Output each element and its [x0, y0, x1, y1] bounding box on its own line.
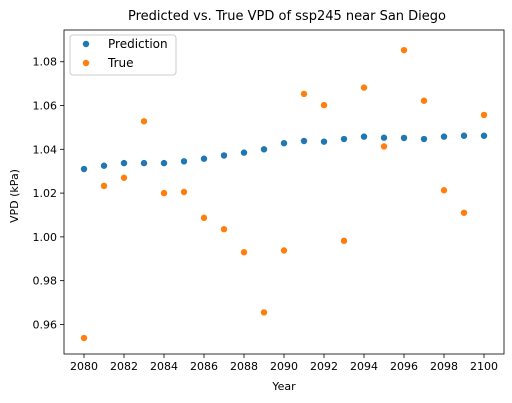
x-tick-label: 2088 [230, 360, 258, 373]
prediction-point [360, 133, 368, 140]
true-point [340, 237, 348, 245]
legend-marker-prediction [82, 40, 90, 48]
true-point [300, 90, 308, 98]
x-tick-label: 2084 [150, 360, 178, 373]
legend: Prediction True [69, 34, 177, 76]
true-point [80, 334, 88, 342]
x-tick-label: 2082 [110, 360, 138, 373]
y-axis: 0.96 0.98 1.00 1.02 1.04 1.06 1.08 [33, 56, 64, 331]
prediction-point [100, 162, 108, 169]
true-point [420, 97, 428, 104]
y-tick-label: 1.02 [33, 187, 58, 200]
y-tick-label: 1.08 [33, 56, 58, 69]
true-point [320, 101, 328, 109]
prediction-point [480, 132, 488, 139]
prediction-point [280, 139, 288, 147]
legend-box [69, 34, 177, 76]
prediction-point [440, 133, 448, 140]
y-tick-label: 0.98 [33, 275, 58, 288]
true-point [460, 209, 468, 216]
prediction-point [200, 155, 208, 162]
x-tick-label: 2086 [190, 360, 218, 373]
prediction-point [260, 146, 268, 153]
prediction-point [400, 134, 408, 142]
plot-frame [63, 29, 505, 355]
axes-frame [63, 29, 505, 355]
x-tick-label: 2100 [470, 360, 498, 373]
y-tick-label: 1.04 [33, 143, 58, 156]
true-point [100, 182, 108, 190]
true-point [380, 143, 388, 150]
prediction-point [340, 135, 348, 143]
x-tick-label: 2098 [430, 360, 458, 373]
true-point [480, 111, 488, 119]
prediction-point [420, 135, 428, 143]
legend-marker-true [82, 59, 90, 67]
prediction-point [460, 132, 468, 139]
data-points [80, 46, 488, 342]
y-tick-label: 1.06 [33, 100, 58, 113]
true-point [240, 249, 248, 256]
legend-label-true: True [107, 56, 134, 70]
y-axis-label: VPD (kPa) [8, 169, 21, 223]
prediction-point [300, 137, 308, 145]
true-point [200, 214, 208, 222]
prediction-point [160, 159, 168, 167]
prediction-point [220, 152, 228, 159]
true-point [160, 189, 168, 197]
true-point [400, 46, 408, 54]
true-point [180, 188, 188, 196]
prediction-point [320, 138, 328, 145]
prediction-point [180, 158, 188, 165]
prediction-point [240, 149, 248, 156]
y-tick-label: 1.00 [33, 231, 58, 244]
y-tick-label: 0.96 [33, 318, 58, 331]
x-tick-label: 2092 [310, 360, 338, 373]
legend-label-prediction: Prediction [108, 37, 168, 51]
x-tick-label: 2080 [70, 360, 98, 373]
true-point [360, 84, 368, 91]
x-axis-label: Year [271, 380, 296, 393]
prediction-point [380, 134, 388, 141]
prediction-point [140, 159, 148, 167]
true-point [280, 247, 288, 254]
prediction-point [80, 165, 88, 173]
x-tick-label: 2096 [390, 360, 418, 373]
true-point [140, 118, 148, 125]
chart-title: Predicted vs. True VPD of ssp245 near Sa… [128, 9, 446, 24]
x-tick-label: 2094 [350, 360, 378, 373]
prediction-point [120, 159, 128, 167]
true-point [440, 187, 448, 194]
x-axis: 2080 2082 2084 2086 2088 2090 2092 2094 2096 2098… [70, 354, 498, 373]
true-point [220, 226, 228, 233]
true-point [260, 309, 268, 316]
true-point [120, 174, 128, 181]
x-tick-label: 2090 [270, 360, 298, 373]
